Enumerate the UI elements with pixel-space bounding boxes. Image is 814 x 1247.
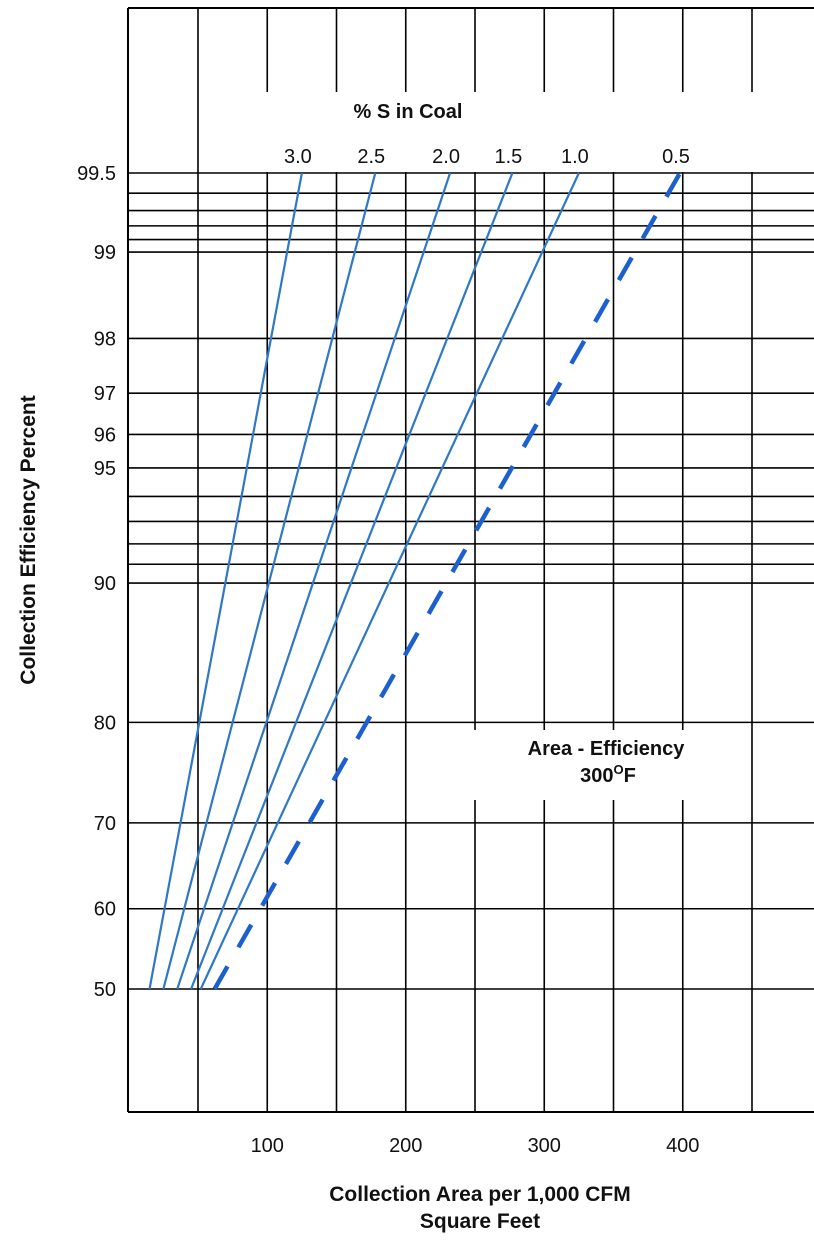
annotation-line2: 300OF: [580, 762, 636, 787]
series-label: 1.5: [494, 146, 522, 168]
labels: % S in Coal Area - Efficiency 300OF Coll…: [17, 101, 699, 1233]
series-label: 3.0: [284, 146, 312, 168]
annotation-line1: Area - Efficiency: [528, 738, 686, 760]
y-tick-label: 99: [94, 242, 116, 264]
x-axis-title-line2: Square Feet: [420, 1210, 540, 1233]
x-tick-label: 300: [528, 1135, 561, 1157]
x-tick-label: 400: [666, 1135, 699, 1157]
y-tick-label: 90: [94, 573, 116, 595]
series-line-2-0: [176, 172, 452, 990]
y-tick-label: 98: [94, 328, 116, 350]
y-tick-label: 80: [94, 712, 116, 734]
series-layer: [148, 171, 682, 991]
y-axis-title: Collection Efficiency Percent: [17, 395, 40, 684]
y-tick-label: 95: [94, 458, 116, 480]
series-label: 1.0: [561, 146, 589, 168]
y-tick-label: 60: [94, 899, 116, 921]
y-tick-label: 97: [94, 383, 116, 405]
annotation-value: 300: [580, 765, 613, 787]
annotation-degree: O: [614, 762, 624, 777]
y-tick-label: 96: [94, 424, 116, 446]
series-line-1-0: [199, 172, 580, 990]
annotation-unit: F: [624, 765, 636, 787]
series-line-0-5: [212, 171, 682, 991]
series-line-2-5: [162, 172, 377, 990]
y-tick-label: 99.5: [77, 163, 116, 185]
series-label: 2.0: [432, 146, 460, 168]
grid: [127, 7, 814, 1113]
series-line-1-5: [190, 172, 514, 990]
legend-title: % S in Coal: [354, 101, 463, 123]
series-label: 2.5: [357, 146, 385, 168]
y-tick-label: 50: [94, 979, 116, 1001]
x-axis-title-line1: Collection Area per 1,000 CFM: [329, 1183, 630, 1206]
y-tick-label: 70: [94, 813, 116, 835]
series-label: 0.5: [662, 146, 690, 168]
series-line-3-0: [148, 172, 303, 990]
x-tick-label: 100: [251, 1135, 284, 1157]
x-tick-label: 200: [389, 1135, 422, 1157]
